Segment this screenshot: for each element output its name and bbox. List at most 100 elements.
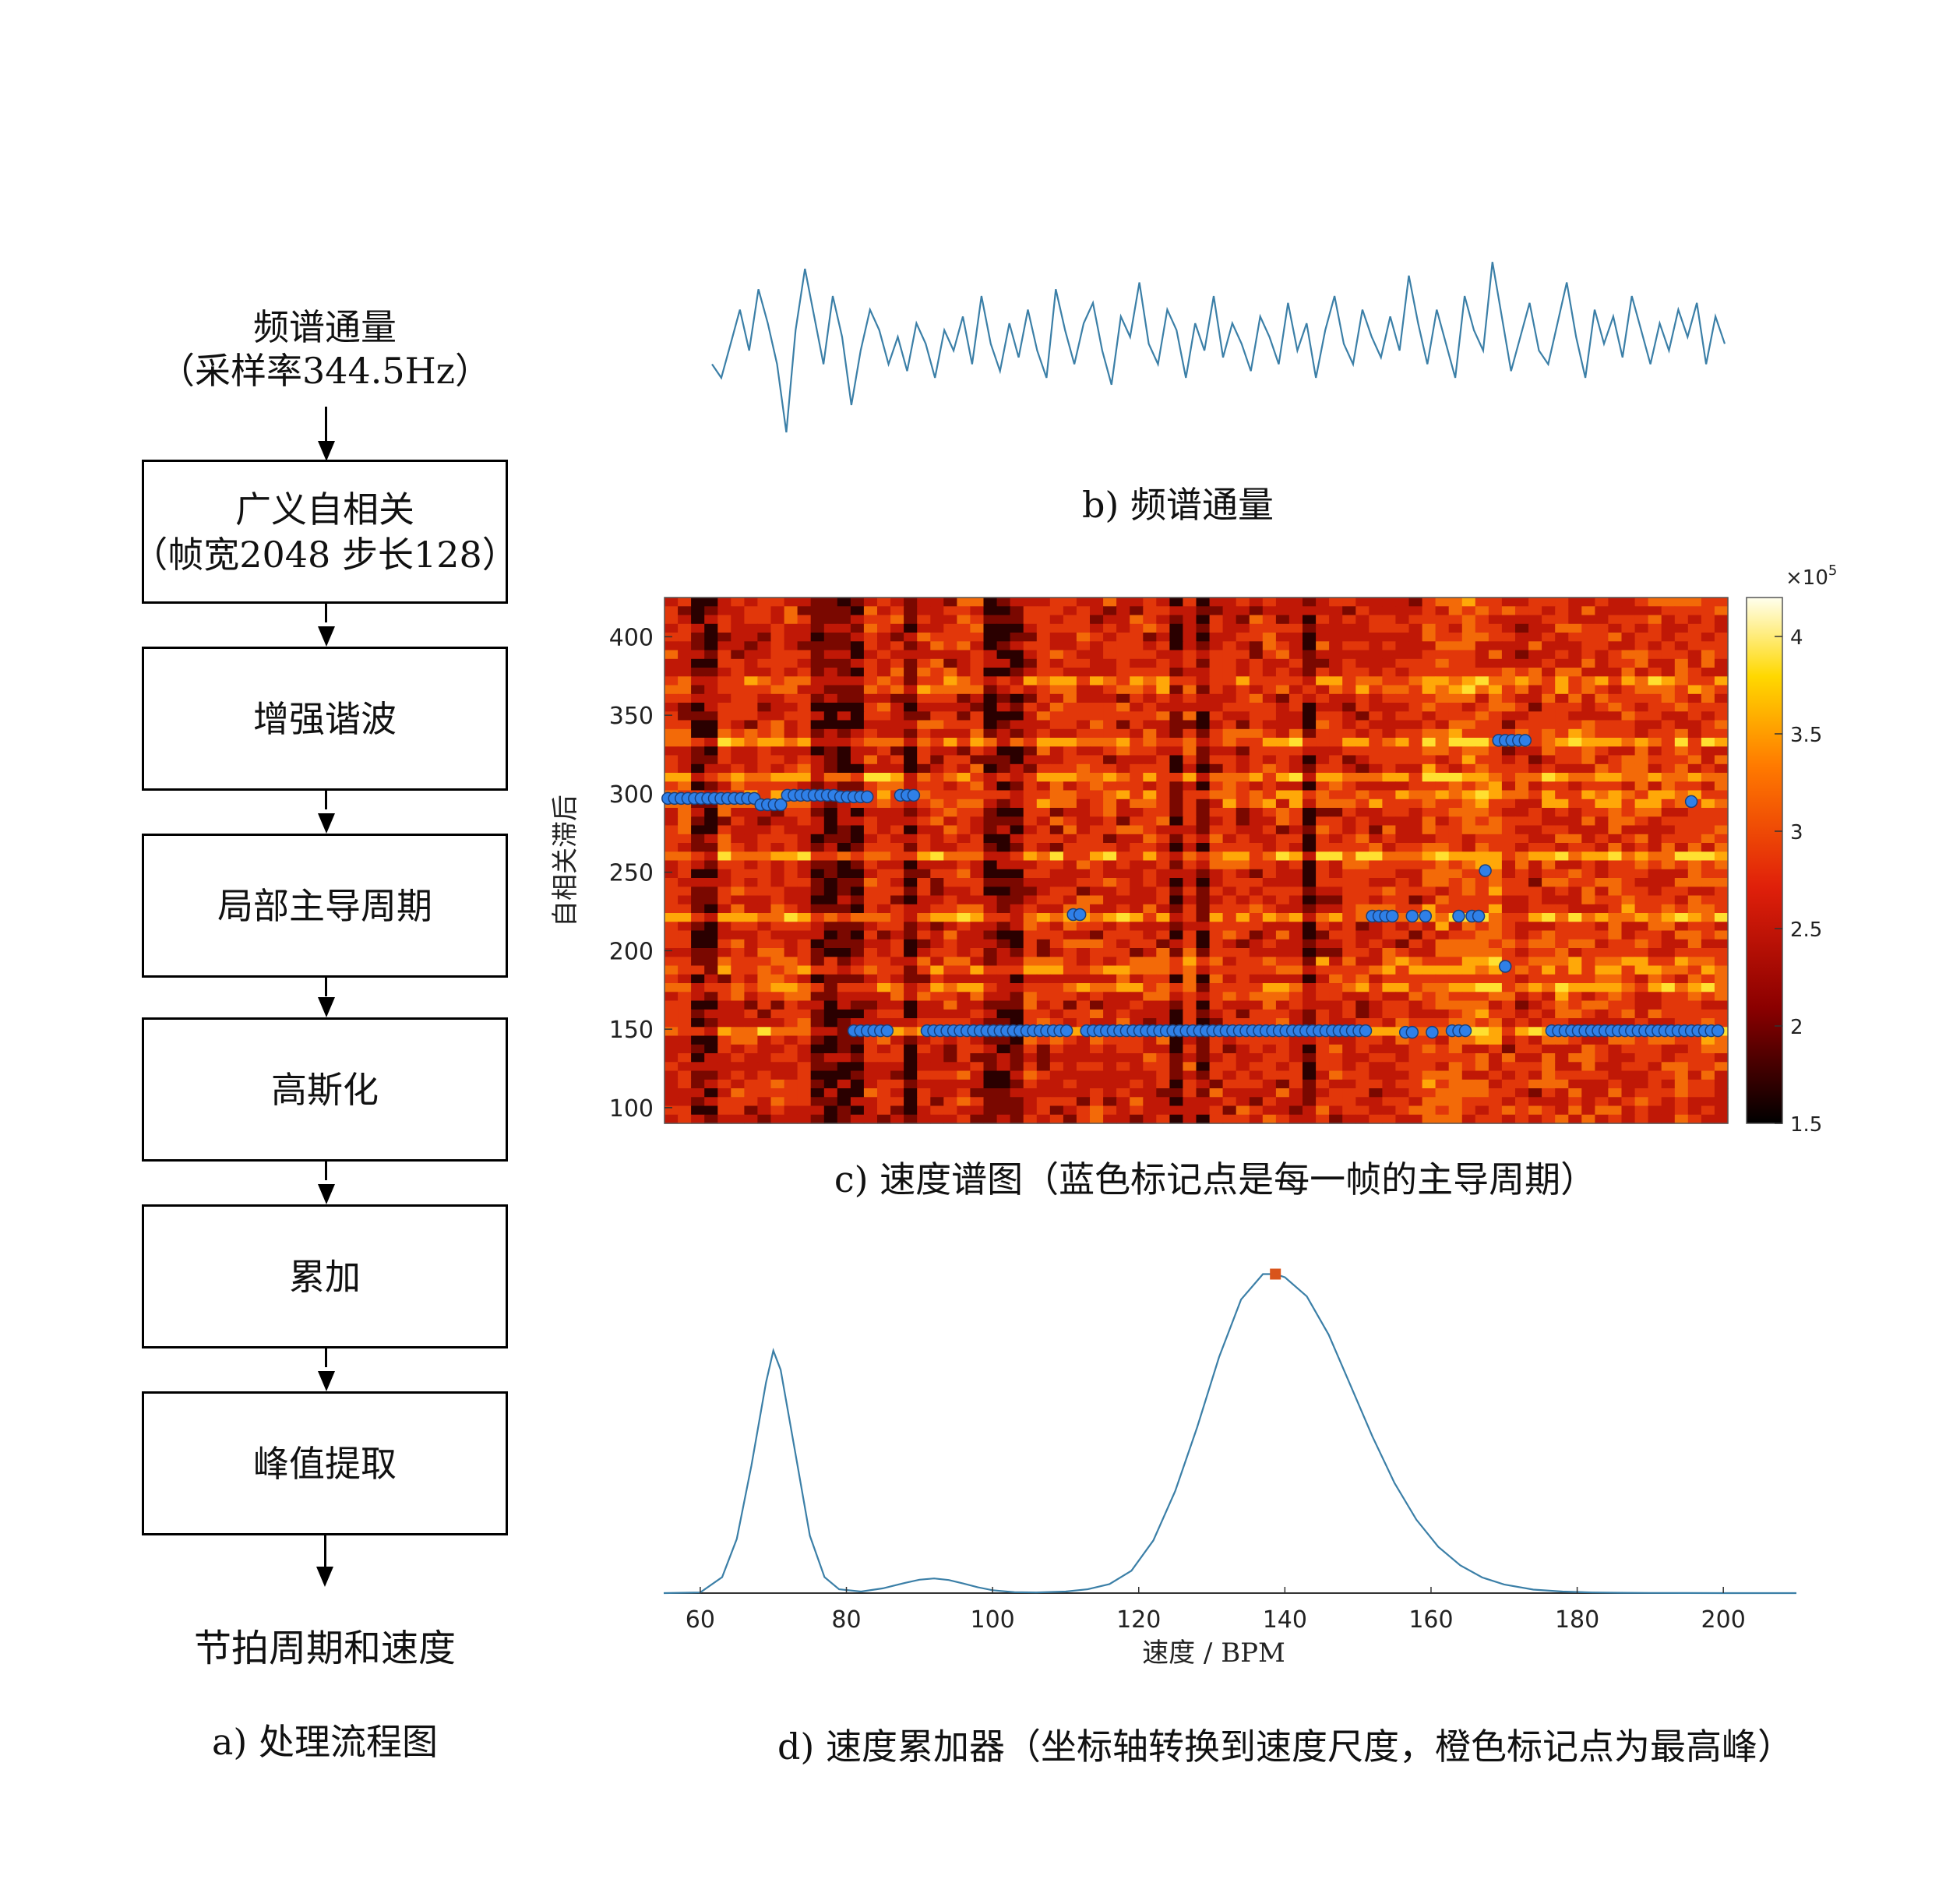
heatmap-cell: [1501, 798, 1516, 809]
heatmap-cell: [850, 773, 865, 782]
heatmap-cell: [1475, 965, 1489, 975]
heatmap-cell: [1369, 633, 1383, 642]
heatmap-cell: [1448, 668, 1463, 677]
heatmap-cell: [957, 816, 971, 827]
heatmap-cell: [1130, 658, 1144, 668]
heatmap-cell: [1049, 816, 1064, 827]
heatmap-cell: [877, 711, 891, 721]
heatmap-cell: [890, 685, 904, 695]
heatmap-cell: [1063, 623, 1077, 633]
heatmap-cell: [1461, 878, 1476, 887]
heatmap-cell: [1183, 798, 1197, 809]
heatmap-cell: [810, 816, 825, 827]
heatmap-cell: [1382, 676, 1397, 686]
heatmap-cell: [904, 869, 918, 879]
heatmap-cell: [943, 1097, 957, 1107]
heatmap-cell: [1475, 773, 1489, 782]
heatmap-cell: [1448, 1018, 1463, 1028]
heatmap-cell: [1542, 720, 1556, 730]
heatmap-cell: [1595, 1009, 1609, 1019]
heatmap-cell: [1475, 623, 1489, 633]
heatmap-cell: [983, 738, 998, 747]
heatmap-cell: [1435, 922, 1450, 932]
heatmap-cell: [1196, 668, 1211, 677]
heatmap-cell: [1634, 633, 1649, 642]
heatmap-cell: [1262, 851, 1277, 862]
heatmap-cell: [1408, 1079, 1423, 1089]
heatmap-cell: [1461, 641, 1476, 651]
heatmap-cell: [1608, 711, 1623, 721]
heatmap-cell: [1196, 1062, 1211, 1072]
heatmap-cell: [1595, 790, 1609, 800]
heatmap-cell: [1355, 1000, 1370, 1010]
heatmap-cell: [917, 711, 931, 721]
heatmap-cell: [1634, 869, 1649, 879]
heatmap-cell: [863, 1079, 878, 1089]
heatmap-cell: [970, 1000, 985, 1010]
heatmap-cell: [930, 887, 944, 897]
heatmap-cell: [1329, 939, 1343, 949]
heatmap-cell: [983, 693, 998, 703]
heatmap-cell: [1595, 974, 1609, 984]
heatmap-cell: [970, 992, 985, 1002]
heatmap-cell: [917, 816, 931, 827]
heatmap-cell: [1262, 623, 1277, 633]
heatmap-cell: [1236, 851, 1250, 862]
heatmap-cell: [1222, 860, 1237, 870]
heatmap-cell: [1687, 939, 1702, 949]
heatmap-cell: [1369, 641, 1383, 651]
heatmap-cell: [664, 606, 679, 616]
heatmap-cell: [823, 913, 838, 922]
heatmap-cell: [1661, 658, 1676, 668]
heatmap-cell: [890, 728, 904, 739]
heatmap-cell: [1422, 922, 1437, 932]
heatmap-cell: [1355, 746, 1370, 756]
heatmap-cell: [904, 1062, 918, 1072]
heatmap-cell: [1249, 728, 1264, 739]
heatmap-cell: [704, 913, 718, 922]
heatmap-cell: [1661, 983, 1676, 992]
heatmap-cell: [1036, 930, 1051, 940]
heatmap-cell: [996, 904, 1011, 914]
heatmap-cell: [704, 728, 718, 739]
heatmap-cell: [823, 676, 838, 686]
heatmap-cell: [1355, 983, 1370, 992]
heatmap-cell: [1236, 1088, 1250, 1098]
heatmap-cell: [704, 1062, 718, 1072]
heatmap-cell: [1130, 728, 1144, 739]
heatmap-cell: [797, 711, 812, 721]
heatmap-cell: [1288, 1044, 1303, 1054]
heatmap-cell: [1542, 1000, 1556, 1010]
heatmap-cell: [904, 1053, 918, 1063]
heatmap-cell: [970, 658, 985, 668]
heatmap-cell: [1448, 834, 1463, 844]
heatmap-cell: [731, 763, 745, 774]
heatmap-cell: [1169, 1009, 1184, 1019]
dominant-period-marker: [1073, 908, 1087, 922]
heatmap-cell: [890, 939, 904, 949]
heatmap-cell: [1408, 974, 1423, 984]
heatmap-cell: [1422, 816, 1437, 827]
heatmap-cell: [1342, 913, 1356, 922]
heatmap-cell: [1395, 1018, 1410, 1028]
heatmap-cell: [731, 1009, 745, 1019]
heatmap-cell: [770, 1000, 785, 1010]
heatmap-cell: [1395, 641, 1410, 651]
heatmap-cell: [930, 738, 944, 747]
heatmap-cell: [1581, 1088, 1595, 1098]
heatmap-cell: [1288, 606, 1303, 616]
heatmap-cell: [691, 606, 705, 616]
heatmap-cell: [1036, 887, 1051, 897]
heatmap-cell: [1116, 1097, 1130, 1107]
heatmap-cell: [1036, 790, 1051, 800]
heatmap-cell: [1183, 1088, 1197, 1098]
heatmap-cell: [983, 615, 998, 625]
heatmap-cell: [1169, 808, 1184, 817]
heatmap-cell: [1488, 658, 1503, 668]
heatmap-cell: [1555, 641, 1569, 651]
heatmap-cell: [784, 606, 798, 616]
heatmap-cell: [957, 1053, 971, 1063]
heatmap-cell: [1196, 693, 1211, 703]
heatmap-cell: [678, 606, 692, 616]
heatmap-cell: [1076, 1079, 1091, 1089]
